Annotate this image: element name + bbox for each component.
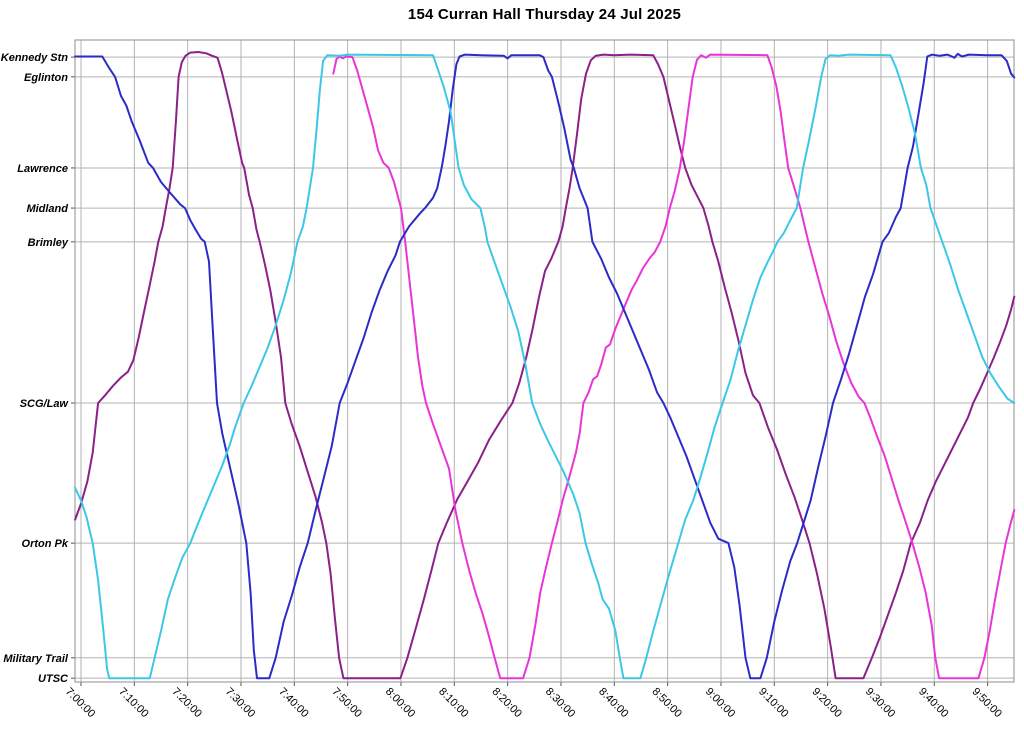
- time-label: 9:30:00: [863, 686, 897, 720]
- time-label: 7:00:00: [63, 686, 97, 720]
- time-label: 9:10:00: [756, 686, 790, 720]
- time-label: 9:00:00: [703, 686, 737, 720]
- time-label: 8:40:00: [596, 686, 630, 720]
- trip-line-blue-run: [74, 52, 1016, 680]
- station-label: Kennedy Stn: [1, 52, 69, 64]
- trip-line-magenta-run: [332, 53, 1016, 680]
- station-label: Orton Pk: [22, 538, 69, 550]
- station-label: SCG/Law: [20, 398, 70, 410]
- time-label: 7:50:00: [330, 686, 364, 720]
- time-label: 7:10:00: [116, 686, 150, 720]
- time-label: 7:30:00: [223, 686, 257, 720]
- trip-line-cyan-run: [74, 53, 1016, 680]
- station-label: UTSC: [38, 673, 69, 685]
- station-label: Midland: [26, 203, 68, 215]
- time-label: 8:00:00: [383, 686, 417, 720]
- chart-title: 154 Curran Hall Thursday 24 Jul 2025: [407, 6, 682, 23]
- time-label: 9:20:00: [809, 686, 843, 720]
- station-label: Brimley: [28, 237, 69, 249]
- plot-frame: [74, 39, 1015, 683]
- station-label: Military Trail: [3, 653, 69, 665]
- time-label: 7:20:00: [170, 686, 204, 720]
- time-label: 8:10:00: [436, 686, 470, 720]
- trip-line-purple-run: [74, 51, 1016, 680]
- time-label: 9:50:00: [969, 686, 1003, 720]
- station-label: Lawrence: [17, 163, 68, 175]
- station-label: Eglinton: [24, 72, 68, 84]
- time-label: 7:40:00: [276, 686, 310, 720]
- time-label: 8:30:00: [543, 686, 577, 720]
- time-label: 8:50:00: [650, 686, 684, 720]
- time-label: 9:40:00: [916, 686, 950, 720]
- time-label: 8:20:00: [490, 686, 524, 720]
